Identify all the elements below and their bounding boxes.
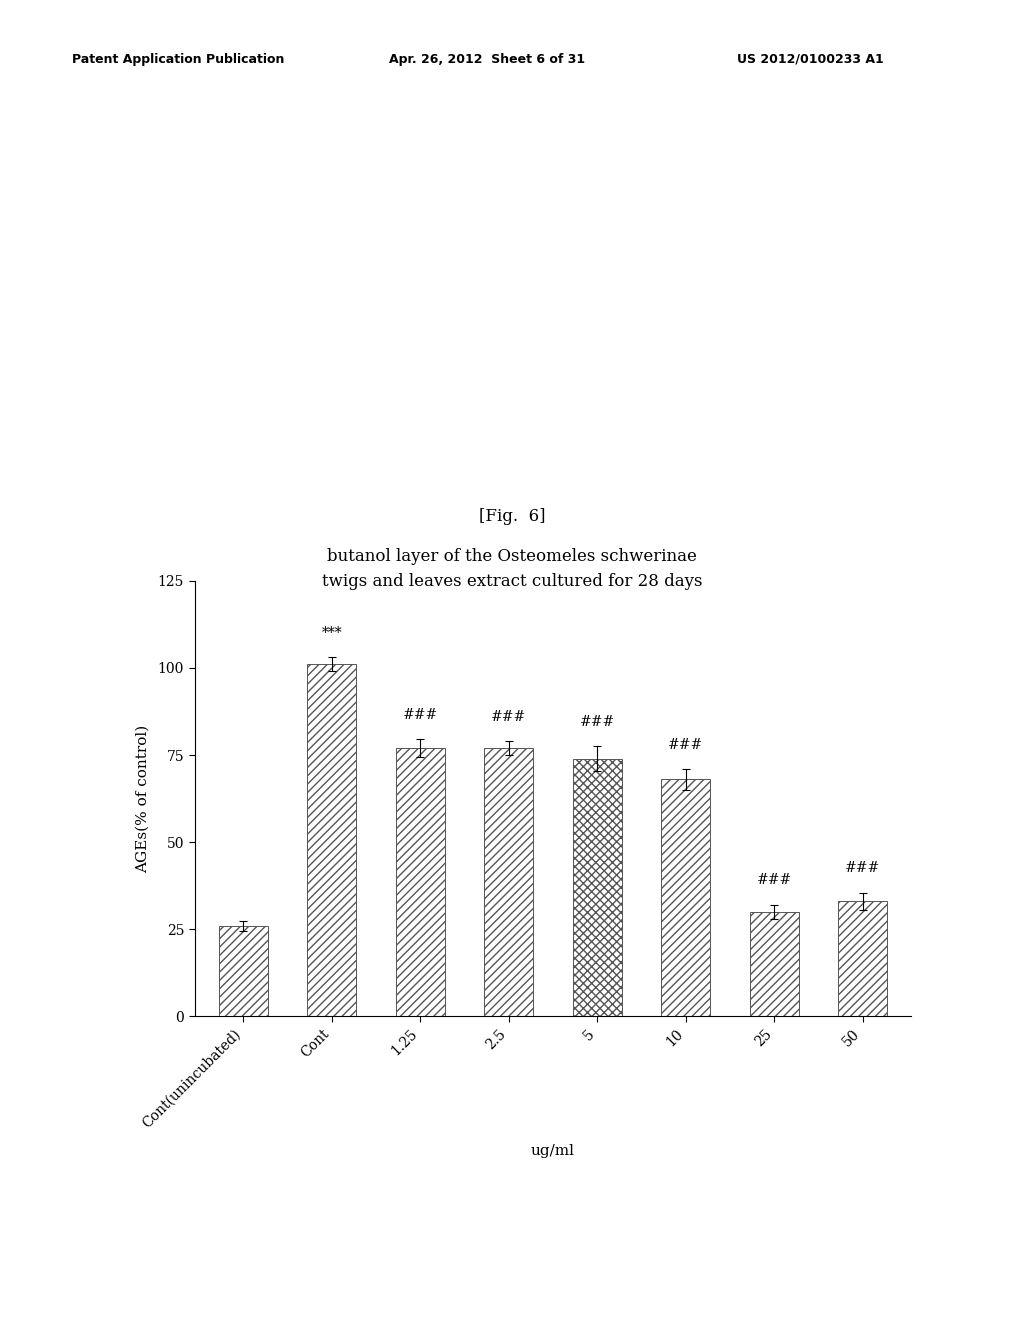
Text: butanol layer of the Osteomeles schwerinae
twigs and leaves extract cultured for: butanol layer of the Osteomeles schwerin…	[322, 548, 702, 590]
Text: [Fig.  6]: [Fig. 6]	[479, 508, 545, 525]
Bar	[484, 748, 534, 1016]
Text: Patent Application Publication: Patent Application Publication	[72, 53, 284, 66]
Bar	[219, 925, 267, 1016]
Text: Apr. 26, 2012  Sheet 6 of 31: Apr. 26, 2012 Sheet 6 of 31	[389, 53, 586, 66]
Text: ###: ###	[492, 710, 526, 723]
Text: ###: ###	[845, 861, 881, 875]
Text: ***: ***	[322, 626, 342, 640]
Text: ###: ###	[757, 874, 792, 887]
Text: ###: ###	[402, 708, 438, 722]
Text: ###: ###	[668, 738, 703, 751]
Text: ###: ###	[580, 715, 614, 729]
Bar	[750, 912, 799, 1016]
Text: US 2012/0100233 A1: US 2012/0100233 A1	[737, 53, 884, 66]
Bar	[839, 902, 887, 1016]
Bar	[307, 664, 356, 1016]
Bar	[662, 779, 710, 1016]
Bar	[396, 748, 444, 1016]
X-axis label: ug/ml: ug/ml	[531, 1144, 574, 1159]
Bar	[572, 759, 622, 1016]
Y-axis label: AGEs(% of control): AGEs(% of control)	[135, 725, 150, 873]
